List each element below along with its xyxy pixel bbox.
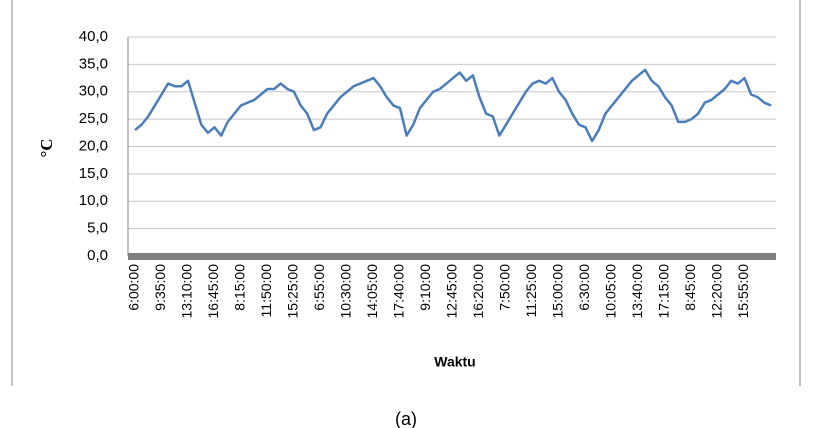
x-tick-label: 17:40:00	[391, 264, 407, 319]
x-tick-label: 13:40:00	[629, 264, 645, 319]
y-tick-label: 30,0	[79, 83, 108, 100]
x-tick-label: 8:45:00	[682, 264, 698, 311]
x-tick-label: 8:15:00	[232, 264, 248, 311]
y-tick-label: 25,0	[79, 110, 108, 127]
data-line	[134, 68, 772, 143]
x-tick-label: 11:50:00	[258, 264, 274, 318]
x-tick-label: 15:00:00	[550, 264, 566, 319]
y-tick-label: 20,0	[79, 137, 108, 154]
y-tick-label: 0,0	[87, 247, 108, 264]
x-tick-label: 15:55:00	[735, 264, 751, 319]
x-tick-label: 15:25:00	[285, 264, 301, 319]
caption: (a)	[395, 409, 417, 428]
x-tick-label: 12:45:00	[444, 264, 460, 319]
x-axis	[128, 253, 776, 260]
x-tick-label: 9:35:00	[152, 264, 168, 311]
x-tick-label: 7:50:00	[497, 264, 513, 311]
x-tick-label: 10:30:00	[338, 264, 354, 319]
x-tick-label: 11:25:00	[523, 264, 539, 318]
x-tick-label: 12:20:00	[709, 264, 725, 319]
x-tick-label: 10:05:00	[603, 264, 619, 319]
x-axis-label: Waktu	[434, 354, 475, 370]
x-tick-label: 14:05:00	[364, 264, 380, 319]
x-tick-label: 16:20:00	[470, 264, 486, 319]
x-tick-label: 6:30:00	[576, 264, 592, 311]
x-tick-label: 13:10:00	[179, 264, 195, 319]
x-tick-label: 6:00:00	[126, 264, 142, 311]
y-tick-label: 40,0	[79, 28, 108, 45]
x-tick-label: 16:45:00	[205, 264, 221, 319]
x-tick-label: 17:15:00	[656, 264, 672, 319]
x-tick-label: 6:55:00	[311, 264, 327, 311]
y-tick-label: 10,0	[79, 192, 108, 209]
y-tick-label: 15,0	[79, 165, 108, 182]
x-tick-label: 9:10:00	[417, 264, 433, 311]
y-tick-label: 35,0	[79, 55, 108, 72]
y-axis-label: °C	[37, 138, 56, 157]
y-tick-label: 5,0	[87, 220, 108, 237]
